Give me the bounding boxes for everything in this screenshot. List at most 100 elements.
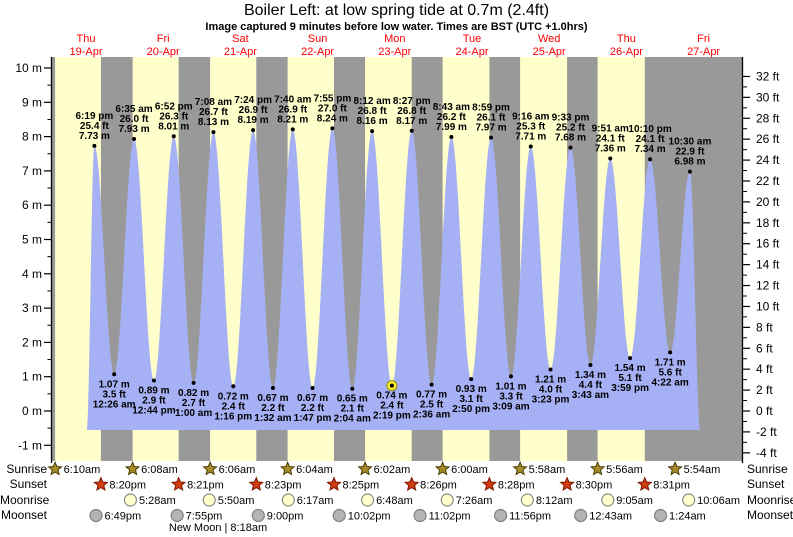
svg-text:3.3 ft: 3.3 ft (499, 391, 523, 402)
sunrise-row: 6:10am 6:08am 6:06am 6:04am 6:02am 6:00am 5:58… (47, 460, 720, 476)
svg-text:8.17 m: 8.17 m (396, 116, 427, 127)
svg-text:7:55 pm: 7:55 pm (313, 93, 351, 104)
svg-text:6:52 pm: 6:52 pm (155, 101, 193, 112)
svg-text:0.93 m: 0.93 m (456, 384, 487, 395)
svg-text:20-Apr: 20-Apr (147, 46, 180, 58)
sunrise-icon (589, 460, 606, 476)
tide-extreme-dot (489, 135, 494, 140)
right-axis-tick-label: 2 ft (756, 383, 773, 397)
svg-text:3:43 am: 3:43 am (572, 390, 609, 401)
svg-text:Sun: Sun (308, 33, 328, 45)
chart-subtitle: Image captured 9 minutes before low wate… (205, 21, 588, 33)
low-tide-label: 0.65 m2.1 ft2:04 am (334, 386, 371, 425)
sunset-time: 8:20pm (109, 480, 146, 492)
moonset-icon (332, 508, 346, 523)
right-axis-tick-label: 6 ft (756, 341, 773, 355)
svg-text:27-Apr: 27-Apr (687, 46, 720, 58)
svg-text:8.13 m: 8.13 m (198, 117, 229, 128)
svg-text:2.7 ft: 2.7 ft (182, 398, 206, 409)
svg-text:8:27 pm: 8:27 pm (393, 96, 431, 107)
right-axis-tick-label: 10 ft (756, 299, 780, 313)
svg-text:1.54 m: 1.54 m (615, 363, 646, 374)
moonrise-icon (202, 493, 216, 507)
svg-text:7:08 am: 7:08 am (195, 97, 232, 108)
svg-text:26.0 ft: 26.0 ft (120, 114, 150, 125)
left-axis-tick-label: 7 m (22, 164, 42, 178)
low-tide-label: 0.74 m2.4 ft2:19 pm (373, 380, 411, 422)
svg-text:Wed: Wed (538, 33, 560, 45)
right-axis-tick-label: 14 ft (756, 258, 780, 272)
left-axis-tick-label: 5 m (22, 233, 42, 247)
svg-text:2.9 ft: 2.9 ft (142, 395, 166, 406)
moonset-row-label-right: Moonset (747, 508, 793, 522)
moonrise-time: 5:50am (218, 495, 255, 507)
tide-extreme-dot (668, 350, 673, 355)
svg-text:9:51 am: 9:51 am (592, 124, 629, 135)
moonrise-time: 9:05am (616, 495, 653, 507)
sunrise-icon (279, 460, 296, 476)
tide-extreme-dot (608, 156, 613, 161)
low-tide-label: 1.71 m5.6 ft4:22 am (652, 350, 689, 388)
svg-text:7.36 m: 7.36 m (595, 144, 626, 155)
right-axis-tick-label: 0 ft (756, 404, 773, 418)
sunrise-time: 6:02am (374, 464, 411, 476)
sunrise-icon (667, 460, 683, 476)
moonrise-time: 6:48am (376, 495, 413, 507)
svg-text:7:40 am: 7:40 am (274, 94, 311, 105)
sunrise-icon (434, 460, 451, 476)
tide-extreme-dot (628, 356, 633, 361)
moonset-time: 1:24am (669, 511, 706, 523)
sunset-time: 8:26pm (420, 480, 457, 492)
moonrise-icon (520, 493, 534, 507)
moonset-time: 6:49pm (105, 511, 142, 523)
svg-text:4.0 ft: 4.0 ft (539, 384, 563, 395)
svg-text:25.2 ft: 25.2 ft (556, 123, 586, 134)
sunset-time: 8:30pm (576, 480, 613, 492)
moonrise-row-label-left: Moonrise (0, 493, 50, 507)
svg-text:21-Apr: 21-Apr (224, 46, 257, 58)
svg-text:26.1 ft: 26.1 ft (477, 113, 507, 124)
right-axis-tick-label: 26 ft (756, 132, 780, 146)
svg-text:2:36 am: 2:36 am (413, 410, 450, 421)
moonrise-row-label-right: Moonrise (747, 493, 793, 507)
svg-text:0.74 m: 0.74 m (376, 391, 407, 402)
sunrise-time: 6:04am (296, 464, 333, 476)
svg-text:26.8 ft: 26.8 ft (358, 106, 388, 117)
svg-text:7.93 m: 7.93 m (118, 124, 149, 135)
sunrise-row-label-right: Sunrise (747, 462, 788, 476)
moonrise-icon (682, 493, 696, 507)
svg-text:26.8 ft: 26.8 ft (397, 106, 427, 117)
svg-text:2:04 am: 2:04 am (334, 414, 371, 425)
moonset-time: 7:55pm (186, 511, 223, 523)
chart-title: Boiler Left: at low spring tide at 0.7m … (243, 2, 550, 19)
tide-extreme-dot (568, 145, 573, 150)
svg-text:8.01 m: 8.01 m (158, 121, 189, 132)
moonset-time: 11:02pm (429, 511, 471, 523)
svg-text:7.68 m: 7.68 m (555, 133, 586, 144)
svg-text:24.1 ft: 24.1 ft (636, 134, 666, 145)
low-tide-label: 0.72 m2.4 ft1:16 pm (214, 384, 252, 422)
tide-extreme-dot (370, 129, 375, 134)
left-axis-tick-label: 10 m (15, 61, 42, 75)
svg-text:26.2 ft: 26.2 ft (437, 112, 467, 123)
moonrise-time: 7:26am (456, 495, 493, 507)
right-axis-tick-label: 24 ft (756, 153, 780, 167)
svg-text:26.7 ft: 26.7 ft (199, 107, 229, 118)
sunset-time: 8:28pm (498, 480, 535, 492)
moonset-time: 11:56pm (509, 511, 551, 523)
svg-text:Tue: Tue (463, 33, 482, 45)
svg-text:7.73 m: 7.73 m (79, 131, 110, 142)
low-tide-label: 1.21 m4.0 ft3:23 pm (532, 367, 570, 405)
